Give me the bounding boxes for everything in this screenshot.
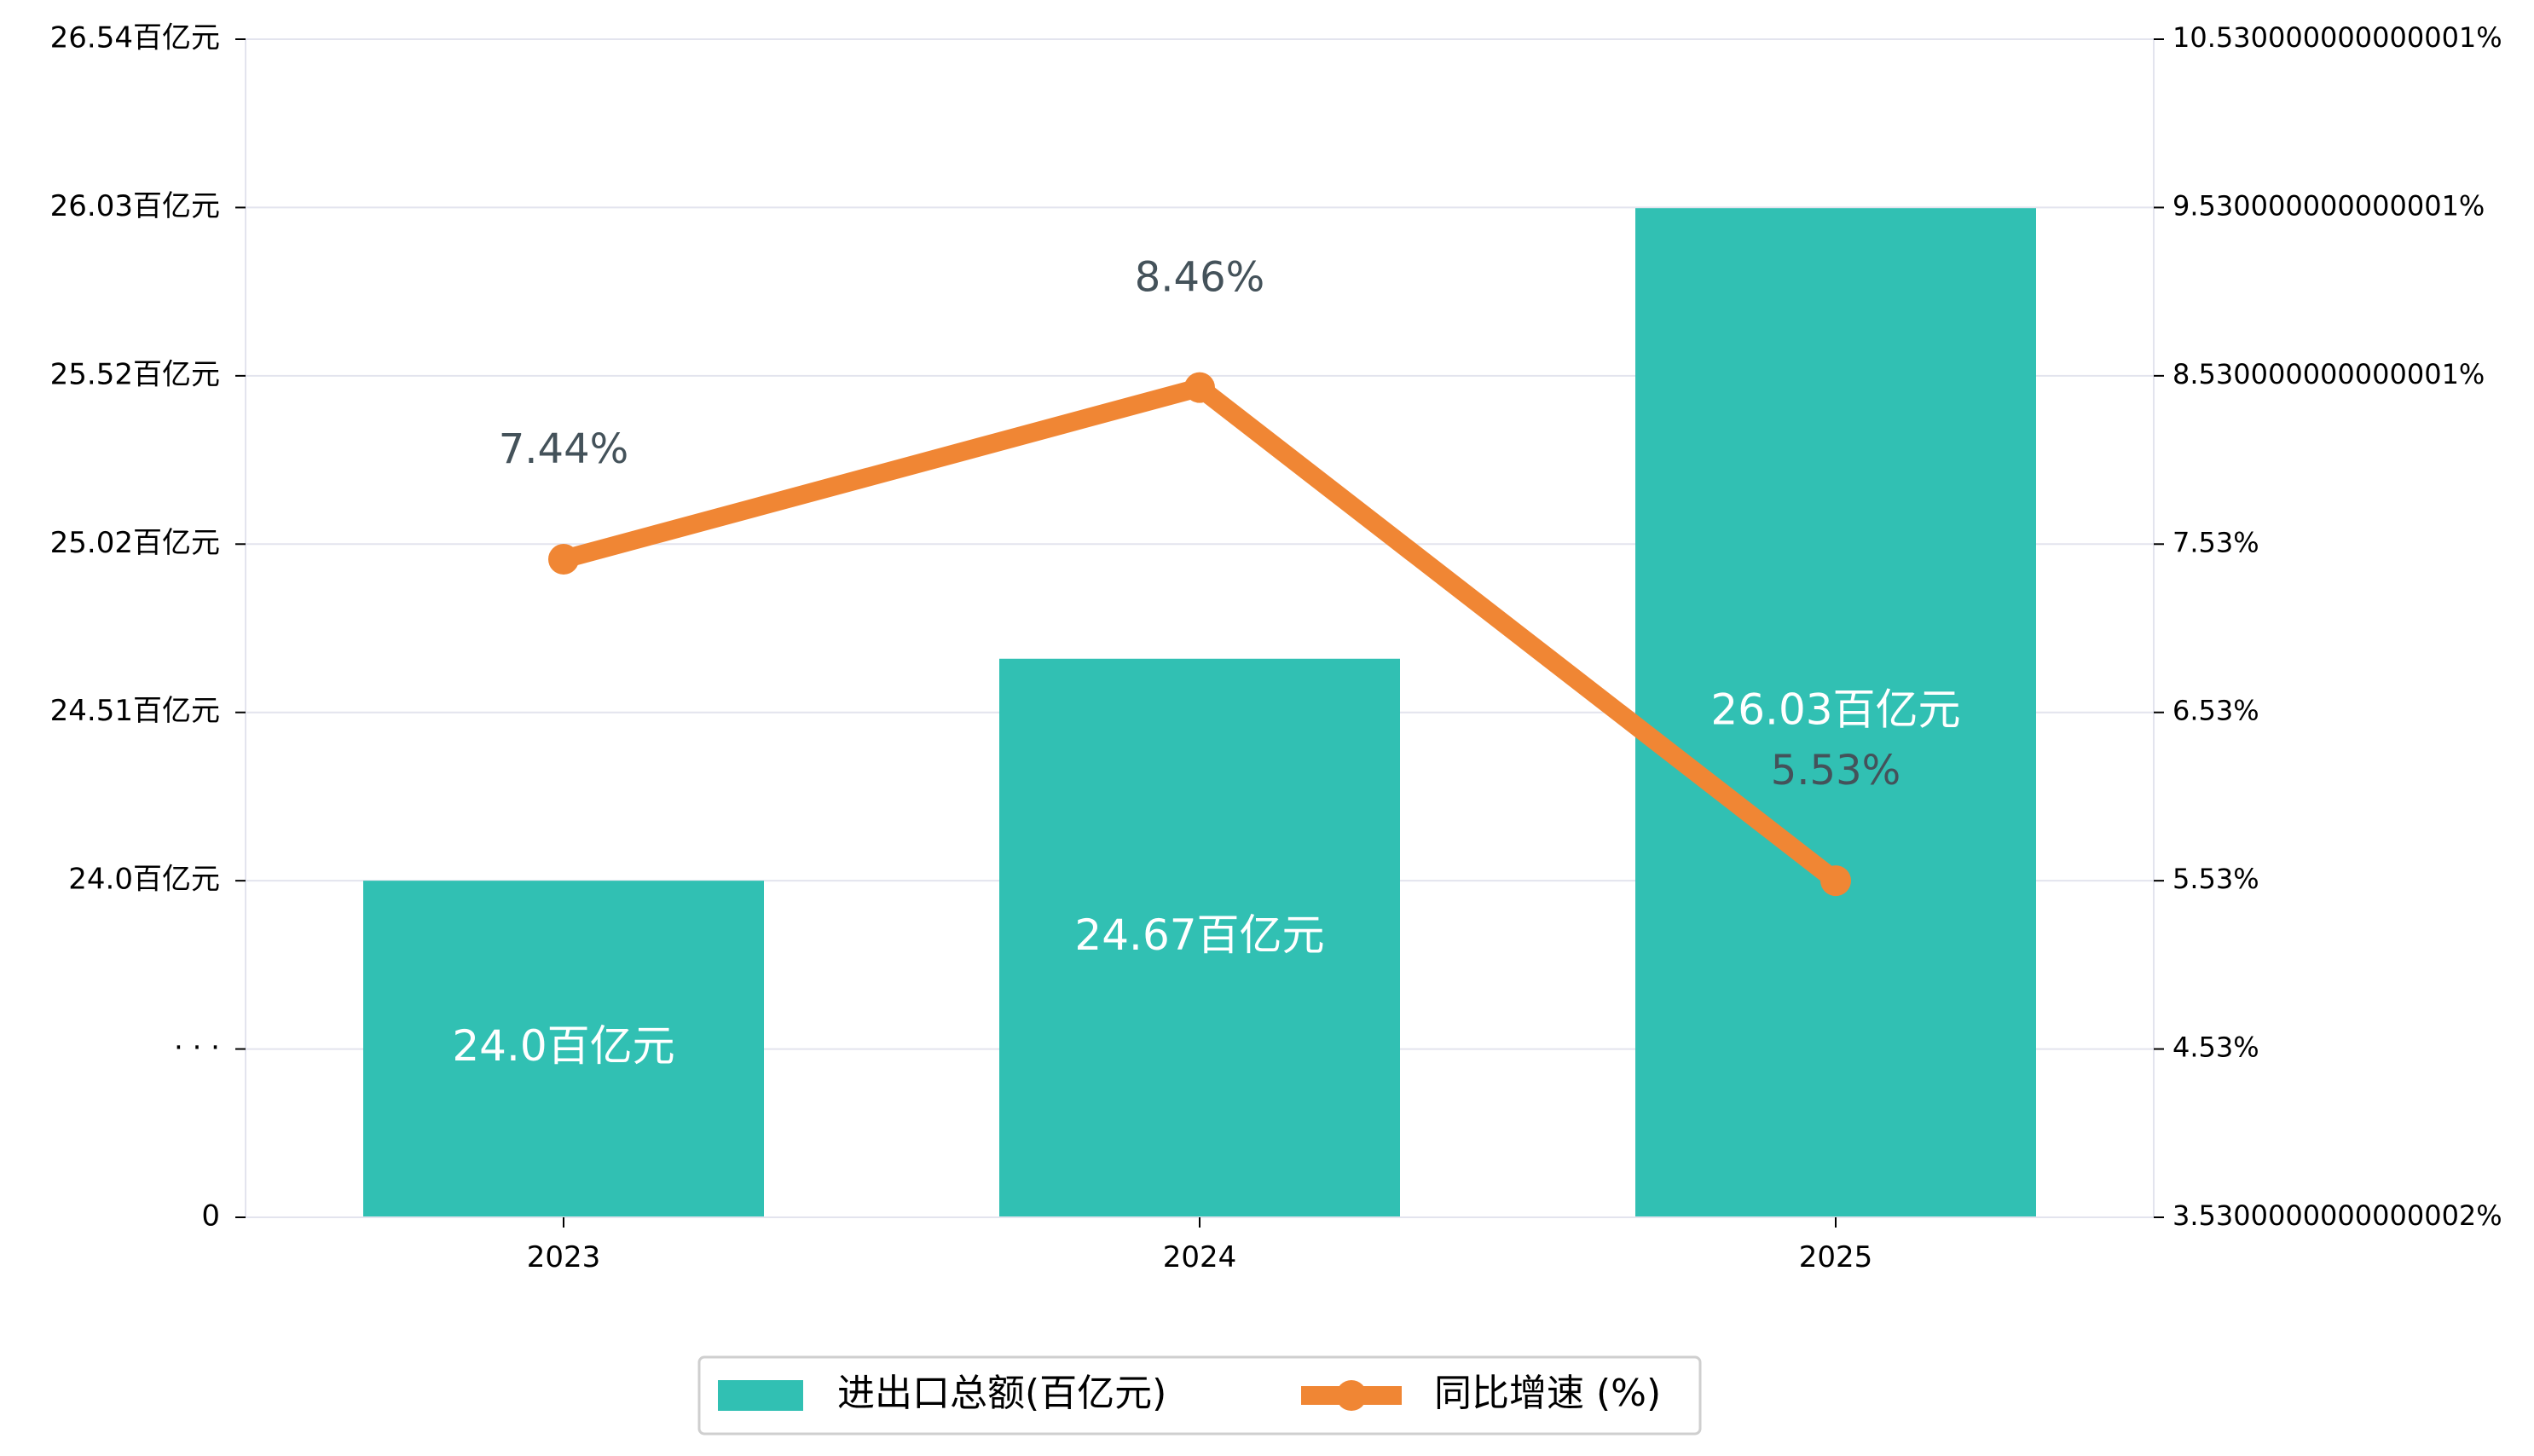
bar-series	[363, 208, 2036, 1218]
growth-point-2024	[1184, 372, 1215, 403]
left-tick-label: · · ·	[174, 1031, 220, 1065]
right-tick-label: 5.53%	[2172, 863, 2259, 895]
bar-value-label-2023: 24.0百亿元	[452, 1021, 674, 1071]
left-tick-label: 24.51百亿元	[50, 694, 220, 728]
growth-value-label-2025: 5.53%	[1771, 747, 1900, 794]
bar-2023	[363, 881, 764, 1217]
bar-value-label-2024: 24.67百亿元	[1074, 910, 1324, 960]
x-tick-label-2024: 2024	[1163, 1240, 1237, 1274]
left-tick-label: 24.0百亿元	[68, 863, 220, 897]
right-tick-label: 9.530000000000001%	[2172, 189, 2485, 222]
x-tick-label-2023: 2023	[527, 1240, 601, 1274]
axes: 0 · · · 24.0百亿元 24.51百亿元 25.02百亿元 25.52百亿元 26.…	[50, 21, 2502, 1275]
legend-box	[697, 1355, 1702, 1436]
legend-label-bar: 进出口总额(百亿元)	[837, 1372, 1166, 1415]
right-tick-label: 10.530000000000001%	[2172, 21, 2502, 54]
legend-marker-line	[1336, 1380, 1367, 1411]
bar-2024	[999, 658, 1400, 1217]
bar-2025	[1635, 208, 2036, 1218]
legend: 进出口总额(百亿元) 同比增速 (%)	[697, 1355, 1702, 1436]
growth-value-label-2023: 7.44%	[499, 425, 628, 473]
right-tick-label: 6.53%	[2172, 695, 2259, 727]
left-tick-label: 26.03百亿元	[50, 189, 220, 223]
growth-point-2023	[548, 544, 579, 575]
x-tick-label-2025: 2025	[1799, 1240, 1873, 1274]
legend-label-line: 同比增速 (%)	[1434, 1372, 1661, 1415]
line-series	[548, 372, 1851, 897]
left-tick-label: 25.52百亿元	[50, 357, 220, 391]
data-labels: 24.0百亿元 24.67百亿元 26.03百亿元 7.44% 8.46% 5.53%	[452, 254, 1960, 1071]
growth-value-label-2024: 8.46%	[1135, 254, 1264, 302]
growth-point-2025	[1820, 865, 1851, 897]
bar-value-label-2025: 26.03百亿元	[1710, 685, 1960, 735]
right-tick-label: 3.5300000000000002%	[2172, 1199, 2502, 1232]
left-tick-label: 26.54百亿元	[50, 21, 220, 55]
legend-swatch-bar	[718, 1380, 803, 1411]
right-tick-label: 7.53%	[2172, 526, 2259, 558]
right-tick-label: 8.530000000000001%	[2172, 358, 2485, 390]
left-tick-label: 25.02百亿元	[50, 526, 220, 560]
right-tick-label: 4.53%	[2172, 1031, 2259, 1064]
left-tick-label: 0	[201, 1199, 220, 1234]
